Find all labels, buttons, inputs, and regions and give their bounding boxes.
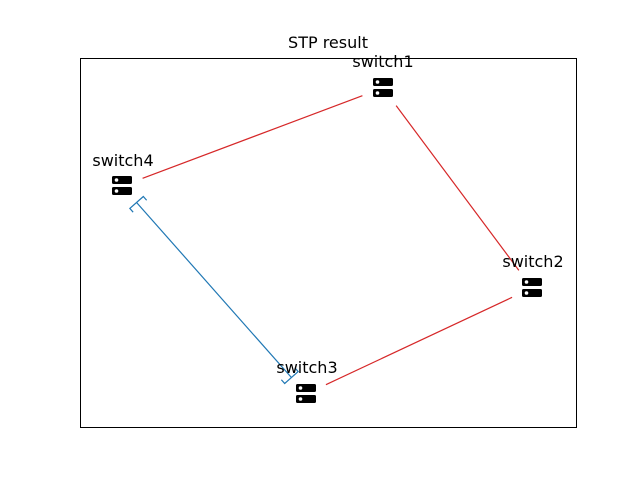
nodes-layer: switch1 switch2 switch3 switch4 bbox=[92, 52, 564, 403]
link-line bbox=[395, 105, 520, 271]
node-switch3: switch3 bbox=[276, 358, 338, 403]
server-icon bbox=[296, 384, 316, 403]
links-layer bbox=[128, 95, 520, 386]
node-switch2: switch2 bbox=[502, 252, 564, 297]
link-line bbox=[136, 202, 292, 378]
node-label: switch1 bbox=[352, 52, 413, 71]
plot-frame bbox=[80, 58, 577, 428]
link-line bbox=[325, 296, 513, 386]
node-label: switch3 bbox=[276, 358, 337, 377]
blocked-port-marker bbox=[128, 195, 148, 213]
node-switch1: switch1 bbox=[352, 52, 414, 97]
server-icon bbox=[522, 278, 542, 297]
link-switch4-switch1 bbox=[142, 95, 363, 179]
server-icon bbox=[112, 176, 132, 195]
link-switch3-switch4 bbox=[128, 195, 300, 385]
node-label: switch4 bbox=[92, 151, 153, 170]
link-switch1-switch2 bbox=[395, 105, 520, 271]
link-line bbox=[142, 95, 363, 179]
blocked-port-marker bbox=[280, 367, 300, 385]
diagram-title: STP result bbox=[288, 33, 368, 52]
link-switch2-switch3 bbox=[325, 296, 513, 386]
server-icon bbox=[373, 78, 393, 97]
node-label: switch2 bbox=[502, 252, 563, 271]
node-switch4: switch4 bbox=[92, 151, 154, 195]
